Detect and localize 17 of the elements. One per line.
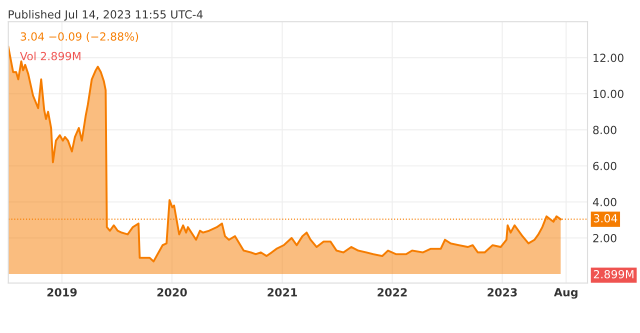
x-tick-label: 2020 (157, 288, 187, 297)
x-tick-label: 2023 (488, 288, 517, 297)
ref-line-label: 3.04 (594, 214, 618, 222)
y-tick-label: 2.00 (593, 234, 616, 242)
x-tick-label: 2021 (268, 288, 297, 297)
y-tick-label: 4.00 (592, 198, 616, 206)
annotation: 3.04 −0.09 (−2.88%) (20, 32, 138, 42)
y-tick-label: 6.00 (593, 162, 616, 170)
y-tick-label: 8.00 (593, 126, 616, 134)
annotation: Vol 2.899M (20, 52, 80, 60)
x-tick-label: 2022 (378, 288, 407, 297)
text: 2.899M (594, 270, 634, 278)
x-tick-label: Aug (554, 288, 578, 299)
x-tick-label: 2019 (47, 288, 77, 297)
y-tick-label: 12.00 (594, 54, 624, 62)
y-tick-label: 10.00 (594, 90, 624, 98)
chart-title: Published Jul 14, 2023 11:55 UTC-4 (8, 10, 203, 21)
